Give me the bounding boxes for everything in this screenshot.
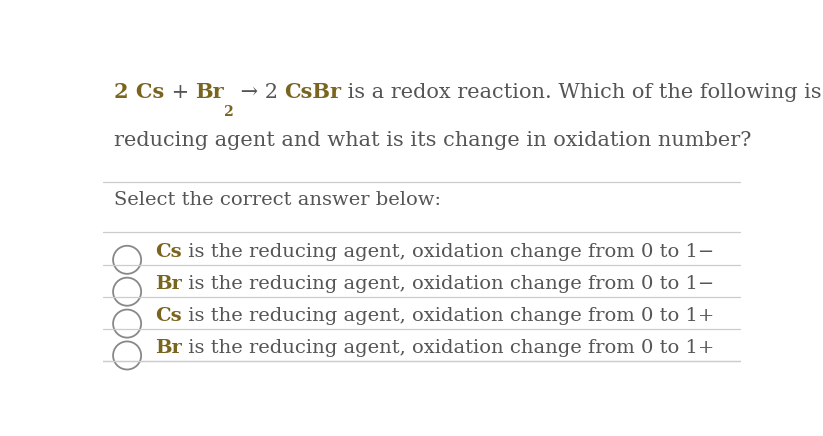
Text: Cs: Cs <box>156 307 182 325</box>
Text: +: + <box>165 83 196 102</box>
Text: Br: Br <box>156 339 182 357</box>
Text: Cs: Cs <box>156 243 182 261</box>
Text: is the reducing agent, oxidation change from 0 to 1+: is the reducing agent, oxidation change … <box>182 339 714 357</box>
Text: is the reducing agent, oxidation change from 0 to 1+: is the reducing agent, oxidation change … <box>182 307 714 325</box>
Text: 2 Cs: 2 Cs <box>114 82 165 102</box>
Text: Br: Br <box>196 82 224 102</box>
Text: is the reducing agent, oxidation change from 0 to 1−: is the reducing agent, oxidation change … <box>182 243 714 261</box>
Text: Select the correct answer below:: Select the correct answer below: <box>114 191 441 209</box>
Text: Br: Br <box>156 275 182 293</box>
Text: is the reducing agent, oxidation change from 0 to 1−: is the reducing agent, oxidation change … <box>182 275 714 293</box>
Text: CsBr: CsBr <box>285 82 342 102</box>
Text: reducing agent and what is its change in oxidation number?: reducing agent and what is its change in… <box>114 131 751 150</box>
Text: is a redox reaction. Which of the following is the: is a redox reaction. Which of the follow… <box>342 83 823 102</box>
Text: 2: 2 <box>224 105 234 119</box>
Text: → 2: → 2 <box>234 83 285 102</box>
